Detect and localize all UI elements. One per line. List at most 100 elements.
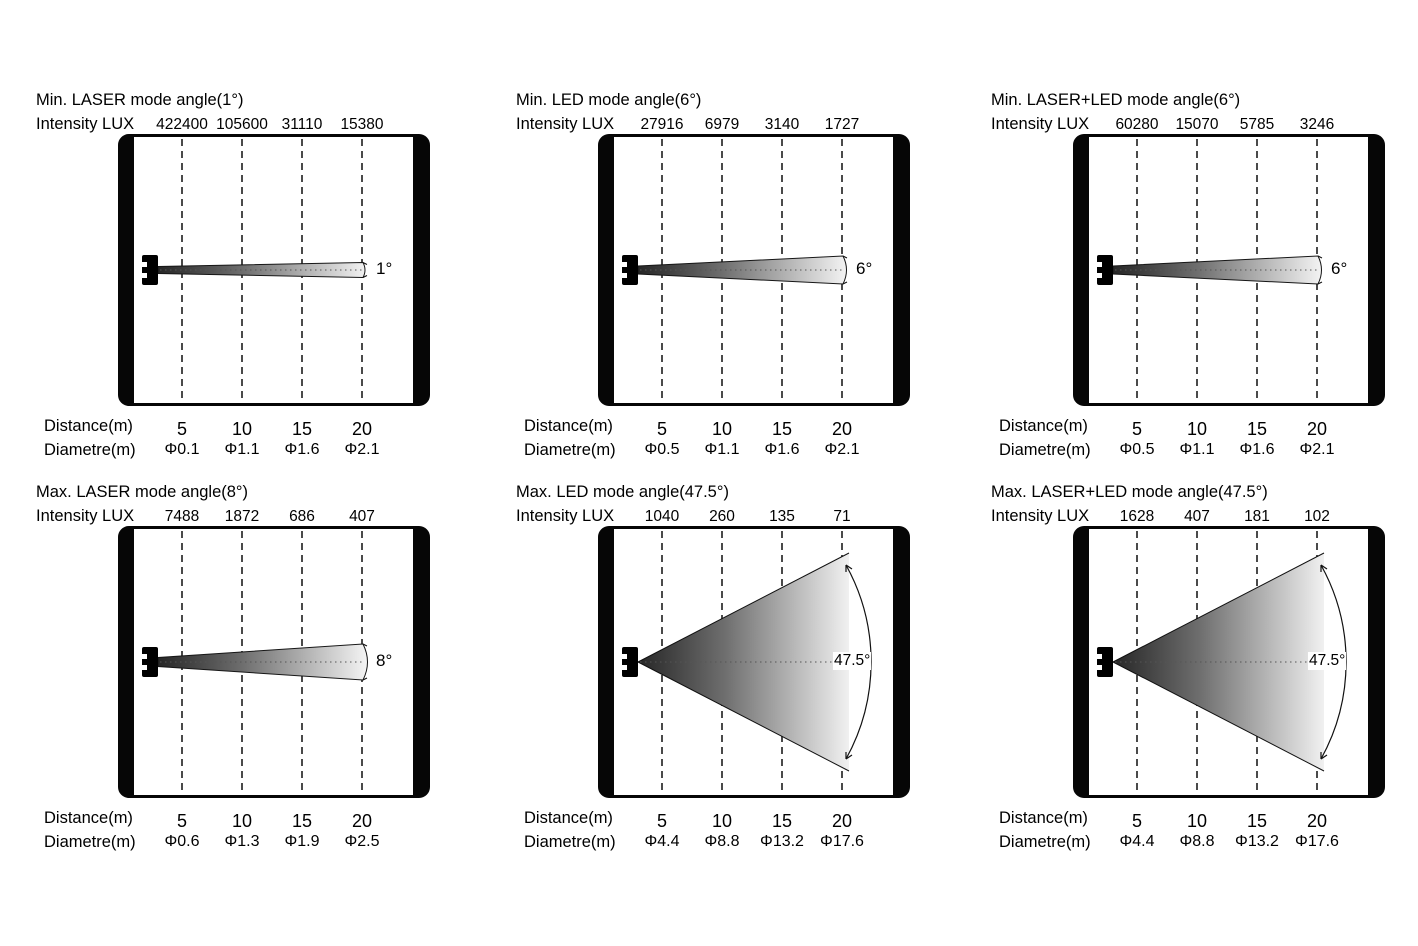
intensity-value: 181 (1244, 508, 1270, 525)
beam-angle-label: 8° (376, 651, 393, 670)
diametre-row: Diametre(m) Φ0.1 Φ1.1 Φ1.6 Φ2.1 (36, 440, 506, 462)
beam-cone-graphic (1096, 139, 1323, 401)
distance-label: Distance(m) (524, 417, 613, 435)
intensity-value: 7488 (164, 508, 200, 525)
intensity-value: 1040 (644, 508, 680, 525)
distance-value: 15 (771, 811, 793, 831)
beam-diagram-panel-min-laser: Min. LASER mode angle(1°) Intensity LUX … (36, 88, 506, 480)
intensity-row: Intensity LUX 7488 1872 686 407 (36, 506, 506, 528)
intensity-value: 1727 (824, 116, 860, 133)
diametre-label: Diametre(m) (524, 833, 616, 851)
distance-row: Distance(m) 5 10 15 20 (516, 808, 986, 831)
beam-cone-graphic (1096, 531, 1347, 793)
diametre-value: Φ8.8 (704, 833, 740, 850)
intensity-label: Intensity LUX (516, 507, 615, 525)
intensity-value: 3140 (764, 116, 800, 133)
beam-diagram-panel-max-led: Max. LED mode angle(47.5°) Intensity LUX… (516, 480, 986, 872)
panel-title: Max. LASER+LED mode angle(47.5°) (991, 483, 1268, 501)
intensity-value: 27916 (640, 116, 684, 133)
intensity-label: Intensity LUX (516, 115, 615, 133)
beam-angle-label: 6° (856, 259, 873, 278)
distance-row: Distance(m) 5 10 15 20 (991, 808, 1418, 831)
diametre-value: Φ1.6 (284, 441, 320, 458)
diametre-value: Φ1.1 (1179, 441, 1215, 458)
diametre-label: Diametre(m) (524, 441, 616, 459)
distance-label: Distance(m) (999, 417, 1088, 435)
diametre-value: Φ0.6 (164, 833, 200, 850)
diametre-value: Φ0.5 (1119, 441, 1155, 458)
distance-value: 20 (351, 811, 373, 831)
intensity-value: 15380 (340, 116, 384, 133)
distance-value: 20 (1306, 419, 1328, 439)
distance-value: 15 (1246, 811, 1268, 831)
distance-value: 10 (231, 811, 253, 831)
diametre-value: Φ4.4 (644, 833, 680, 850)
intensity-row: Intensity LUX 1040 260 135 71 (516, 506, 986, 528)
beam-angle-label: 47.5° (1308, 652, 1347, 670)
distance-row: Distance(m) 5 10 15 20 (36, 416, 506, 439)
intensity-value: 422400 (156, 116, 208, 133)
diametre-row: Diametre(m) Φ4.4 Φ8.8 Φ13.2 Φ17.6 (991, 832, 1418, 854)
distance-value: 15 (1246, 419, 1268, 439)
diametre-value: Φ2.1 (344, 441, 380, 458)
distance-label: Distance(m) (44, 809, 133, 827)
distance-row: Distance(m) 5 10 15 20 (36, 808, 506, 831)
distance-label: Distance(m) (999, 809, 1088, 827)
distance-value: 5 (1131, 811, 1142, 831)
beam-area: 47.5° (1073, 526, 1385, 798)
diametre-value: Φ8.8 (1179, 833, 1215, 850)
diametre-value: Φ1.1 (704, 441, 740, 458)
intensity-value: 407 (349, 508, 375, 525)
distance-value: 10 (231, 419, 253, 439)
intensity-label: Intensity LUX (36, 507, 135, 525)
intensity-row: Intensity LUX 1628 407 181 102 (991, 506, 1418, 528)
distance-value: 15 (771, 419, 793, 439)
intensity-value: 260 (709, 508, 735, 525)
distance-value: 10 (1186, 419, 1208, 439)
diametre-label: Diametre(m) (999, 441, 1091, 459)
intensity-value: 135 (769, 508, 795, 525)
diametre-row: Diametre(m) Φ0.5 Φ1.1 Φ1.6 Φ2.1 (516, 440, 986, 462)
intensity-row: Intensity LUX 27916 6979 3140 1727 (516, 114, 986, 136)
distance-value: 15 (291, 419, 313, 439)
panel-title: Min. LASER+LED mode angle(6°) (991, 91, 1241, 109)
diametre-row: Diametre(m) Φ4.4 Φ8.8 Φ13.2 Φ17.6 (516, 832, 986, 854)
diametre-value: Φ13.2 (760, 833, 804, 850)
intensity-value: 71 (833, 508, 851, 525)
intensity-label: Intensity LUX (36, 115, 135, 133)
intensity-value: 407 (1184, 508, 1210, 525)
panel-title: Min. LED mode angle(6°) (516, 91, 702, 109)
intensity-row: Intensity LUX 422400 105600 31110 15380 (36, 114, 506, 136)
intensity-value: 1872 (224, 508, 260, 525)
diametre-value: Φ0.5 (644, 441, 680, 458)
beam-area: 6° (598, 134, 910, 406)
distance-value: 10 (1186, 811, 1208, 831)
distance-value: 20 (831, 811, 853, 831)
distance-row: Distance(m) 5 10 15 20 (991, 416, 1418, 439)
distance-value: 20 (351, 419, 373, 439)
intensity-value: 6979 (704, 116, 740, 133)
diametre-value: Φ1.6 (1239, 441, 1275, 458)
diametre-value: Φ13.2 (1235, 833, 1279, 850)
distance-row: Distance(m) 5 10 15 20 (516, 416, 986, 439)
distance-value: 5 (656, 811, 667, 831)
distance-value: 10 (711, 419, 733, 439)
distance-value: 10 (711, 811, 733, 831)
diametre-label: Diametre(m) (44, 833, 136, 851)
diametre-value: Φ2.1 (1299, 441, 1335, 458)
distance-value: 20 (831, 419, 853, 439)
beam-area: 47.5° (598, 526, 910, 798)
intensity-value: 105600 (216, 116, 268, 133)
intensity-value: 60280 (1115, 116, 1159, 133)
diametre-value: Φ17.6 (1295, 833, 1339, 850)
distance-value: 5 (1131, 419, 1142, 439)
intensity-label: Intensity LUX (991, 507, 1090, 525)
intensity-value: 31110 (281, 116, 323, 133)
intensity-value: 1628 (1119, 508, 1155, 525)
beam-area: 8° (118, 526, 430, 798)
beam-angle-label: 1° (376, 259, 393, 278)
beam-cone-graphic (621, 139, 848, 401)
beam-area: 1° (118, 134, 430, 406)
diametre-label: Diametre(m) (999, 833, 1091, 851)
intensity-value: 102 (1304, 508, 1330, 525)
